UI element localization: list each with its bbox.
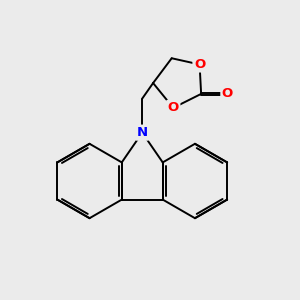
Text: O: O [194, 58, 205, 71]
Text: O: O [168, 101, 179, 114]
Text: N: N [137, 126, 148, 139]
Text: O: O [222, 87, 233, 101]
